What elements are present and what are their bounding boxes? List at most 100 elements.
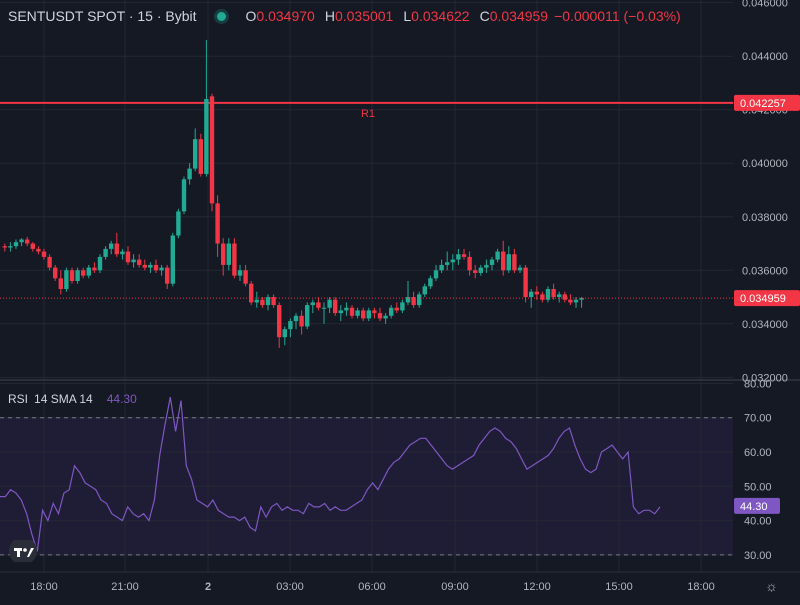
candle-body	[372, 310, 377, 314]
candle-body	[8, 246, 13, 248]
candle-body	[545, 289, 551, 300]
resistance-price-text: 0.042257	[740, 98, 786, 110]
candle-body	[512, 254, 517, 271]
candle-body	[461, 254, 467, 257]
rsi-legend[interactable]: RSI 14 SMA 14 44.30	[8, 392, 137, 406]
rsi-value: 44.30	[106, 392, 137, 406]
candle-body	[187, 168, 192, 180]
candle-body	[467, 256, 472, 271]
candle-body	[383, 315, 388, 319]
rsi-axis-label: 70.00	[744, 413, 772, 425]
rsi-axis-label: 50.00	[744, 481, 772, 493]
candle-body	[579, 298, 584, 300]
time-axis-label: 15:00	[605, 581, 633, 593]
price-axis-label: 0.040000	[742, 158, 788, 170]
candle-body	[198, 139, 203, 174]
time-axis-label: 09:00	[441, 581, 469, 593]
candle-body	[450, 259, 455, 263]
candle-body	[534, 291, 539, 295]
candle-body	[41, 251, 47, 257]
candle-body	[400, 302, 405, 311]
rsi-params: 14 SMA 14	[34, 392, 93, 406]
candle-body	[321, 307, 327, 309]
candle-body	[333, 299, 338, 314]
rsi-axis-label: 30.00	[744, 550, 772, 562]
settings-gear-icon[interactable]: ☼	[765, 578, 778, 594]
candle-body	[120, 251, 125, 255]
rsi-axis-label: 40.00	[744, 516, 772, 528]
price-axis-label: 0.034000	[742, 319, 788, 331]
candle-body	[293, 315, 299, 322]
candle-body	[226, 243, 231, 265]
candle-body	[506, 254, 511, 271]
candle-body	[221, 243, 226, 265]
rsi-title: RSI	[8, 392, 29, 406]
symbol-title: SENTUSDT SPOT · 15 · Bybit	[8, 8, 197, 24]
candle-body	[445, 262, 450, 265]
candle-body	[405, 297, 411, 303]
ohlc-high: H0.035001	[324, 8, 394, 24]
candle-body	[277, 305, 282, 338]
candle-body	[131, 259, 136, 263]
candle-body	[254, 299, 259, 303]
candle-body	[394, 307, 399, 311]
candle-body	[69, 270, 75, 281]
candle-body	[288, 321, 293, 330]
candle-body	[428, 278, 433, 287]
ohlc-open: O0.034970	[245, 8, 315, 24]
time-axis-label: 06:00	[358, 581, 386, 593]
candle-body	[249, 283, 254, 303]
candle-body	[299, 315, 304, 327]
resistance-label: R1	[361, 108, 375, 120]
candle-body	[103, 248, 108, 257]
candle-body	[422, 286, 427, 295]
tradingview-logo-icon[interactable]	[8, 540, 38, 562]
candle-body	[159, 267, 164, 271]
candle-body	[557, 294, 562, 298]
candle-body	[478, 267, 483, 273]
candle-body	[473, 270, 478, 273]
candle-body	[439, 264, 444, 271]
candle-body	[25, 239, 30, 244]
time-axis-label: 21:00	[111, 581, 139, 593]
ohlc-change: −0.000011 (−0.03%)	[554, 8, 681, 24]
candle-body	[316, 302, 321, 308]
candle-body	[13, 242, 19, 247]
price-axis-label: 0.036000	[742, 265, 788, 277]
candle-body	[456, 254, 461, 260]
candle-body	[86, 267, 91, 276]
time-axis-label: 12:00	[523, 581, 551, 593]
candle-body	[53, 267, 58, 279]
symbol-legend: SENTUSDT SPOT · 15 · Bybit O0.034970 H0.…	[8, 8, 681, 24]
candle-body	[75, 270, 80, 281]
candle-body	[389, 307, 394, 316]
rsi-value-badge	[734, 497, 780, 514]
candle-body	[540, 294, 545, 300]
candle-body	[260, 299, 265, 306]
price-axis-label: 0.046000	[742, 0, 788, 10]
candle-body	[305, 305, 310, 327]
candle-body	[153, 264, 159, 271]
candle-body	[109, 243, 114, 249]
candle-body	[243, 270, 248, 284]
time-axis-label: 03:00	[276, 581, 304, 593]
candle-body	[165, 267, 170, 284]
candle-body	[495, 251, 500, 260]
candle-body	[355, 310, 360, 316]
candle-body	[237, 270, 243, 276]
candle-body	[114, 243, 119, 255]
candle-body	[271, 297, 276, 306]
market-status-icon	[216, 11, 226, 21]
candle-body	[92, 267, 97, 271]
ohlc-close: C0.034959	[479, 8, 549, 24]
candle-body	[573, 299, 579, 303]
candle-body	[349, 307, 355, 316]
candle-body	[417, 294, 422, 306]
price-axis-label: 0.044000	[742, 51, 788, 63]
candle-body	[562, 294, 567, 300]
candle-body	[47, 256, 52, 268]
candle-body	[19, 239, 24, 243]
candle-body	[489, 259, 495, 265]
